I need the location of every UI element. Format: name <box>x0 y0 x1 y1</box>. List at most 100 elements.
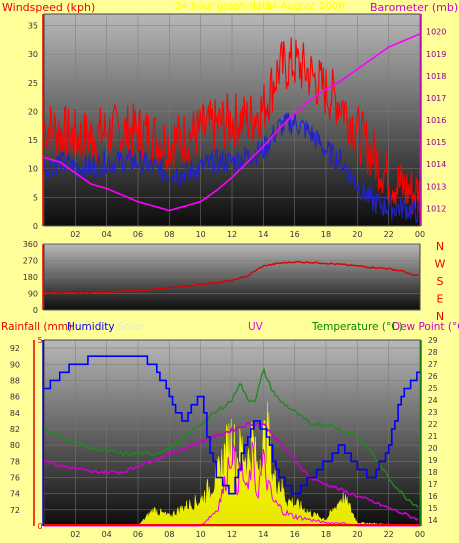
direction-tick: 90 <box>28 290 38 299</box>
rainfall-tick: 0 <box>37 522 42 531</box>
compass-letter: S <box>437 275 444 288</box>
humidity-label: Humidity <box>67 321 115 333</box>
barometer-tick: 1017 <box>426 94 446 103</box>
temperature-tick: 16 <box>428 492 438 501</box>
temperature-tick: 20 <box>428 444 438 453</box>
temperature-tick: 28 <box>428 348 438 357</box>
wind-time-tick: 06 <box>133 230 143 239</box>
temperature-tick: 14 <box>428 516 438 525</box>
climate-time-tick: 22 <box>384 530 394 539</box>
temperature-tick: 18 <box>428 468 438 477</box>
series-dewpoint <box>43 422 419 522</box>
humidity-tick: 88 <box>10 376 20 385</box>
humidity-tick: 90 <box>10 360 20 369</box>
humidity-tick: 78 <box>10 457 20 466</box>
rainfall-tick: 5 <box>37 336 42 345</box>
temperature-tick: 15 <box>428 504 438 513</box>
climate-series <box>43 355 420 527</box>
climate-time-tick: 14 <box>258 530 268 539</box>
climate-time-tick: 04 <box>102 530 112 539</box>
temperature-tick: 27 <box>428 360 438 369</box>
wind-time-tick: 18 <box>321 230 331 239</box>
climate-time-tick: 08 <box>164 530 174 539</box>
direction-tick: 0 <box>33 306 38 315</box>
barometer-tick: 1020 <box>426 28 446 37</box>
direction-grid <box>44 243 420 311</box>
temperature-axis: 14 15 16 17 18 19 20 21 22 23 24 25 26 27 28 29 <box>420 336 438 526</box>
series-humidity <box>44 355 420 495</box>
windspeed-tick: 10 <box>28 165 38 174</box>
windspeed-tick: 30 <box>28 50 38 59</box>
barometer-tick: 1016 <box>426 116 446 125</box>
direction-axis: 0 90 180 270 360 <box>23 240 44 315</box>
direction-tick: 180 <box>23 273 38 282</box>
temperature-tick: 19 <box>428 456 438 465</box>
temperature-tick: 23 <box>428 408 438 417</box>
wind-time-tick: 04 <box>102 230 112 239</box>
rainfall-label: Rainfall (mm) <box>1 321 72 333</box>
wind-time-tick: 12 <box>227 230 237 239</box>
climate-time-axis: 02 04 06 08 10 12 14 16 18 20 22 00 <box>70 530 425 539</box>
graph-date: 14 August 2006 <box>265 1 345 12</box>
humidity-tick: 86 <box>10 393 20 402</box>
wind-time-tick: 20 <box>352 230 362 239</box>
wind-time-tick: 22 <box>384 230 394 239</box>
windspeed-tick: 20 <box>28 107 38 116</box>
compass-letter: N <box>436 240 444 253</box>
barometer-tick: 1014 <box>426 160 446 169</box>
humidity-tick: 82 <box>10 425 20 434</box>
temperature-tick: 22 <box>428 420 438 429</box>
humidity-tick: 80 <box>10 441 20 450</box>
climate-time-tick: 00 <box>415 530 425 539</box>
humidity-tick: 72 <box>10 506 20 515</box>
climate-time-tick: 12 <box>227 530 237 539</box>
climate-time-tick: 18 <box>321 530 331 539</box>
direction-series <box>43 260 419 295</box>
wind-time-tick: 02 <box>70 230 80 239</box>
temperature-tick: 26 <box>428 372 438 381</box>
climate-time-tick: 20 <box>352 530 362 539</box>
humidity-tick: 74 <box>10 490 20 499</box>
windspeed-axis: 0 5 10 15 20 25 30 35 <box>28 14 44 231</box>
graph-title: 24 hour graph data <box>175 1 272 12</box>
wind-series <box>43 33 421 224</box>
series-wind <box>43 37 421 218</box>
solar-label: Solar <box>117 321 144 333</box>
windspeed-tick: 0 <box>33 222 38 231</box>
windspeed-tick: 15 <box>28 136 38 145</box>
temperature-tick: 24 <box>428 396 438 405</box>
barometer-tick: 1018 <box>426 72 446 81</box>
temperature-tick: 29 <box>428 336 438 345</box>
compass-letter: N <box>436 310 444 323</box>
compass-letter: E <box>437 293 444 306</box>
barometer-axis: 1012 1013 1014 1015 1016 1017 1018 1019 1020 <box>420 14 446 226</box>
windspeed-label: Windspeed (kph) <box>2 1 95 14</box>
wind-time-tick: 08 <box>164 230 174 239</box>
barometer-label: Barometer (mb) <box>370 1 458 14</box>
barometer-tick: 1019 <box>426 50 446 59</box>
temperature-tick: 17 <box>428 480 438 489</box>
wind-time-tick: 00 <box>415 230 425 239</box>
windspeed-tick: 25 <box>28 79 38 88</box>
barometer-tick: 1012 <box>426 204 446 213</box>
temperature-label: Temperature (°C) <box>311 321 403 333</box>
windspeed-tick: 35 <box>28 21 38 30</box>
dewpoint-label: Dew Point (°C) <box>392 321 459 333</box>
wind-time-tick: 14 <box>258 230 268 239</box>
climate-time-tick: 06 <box>133 530 143 539</box>
wind-time-tick: 10 <box>196 230 206 239</box>
temperature-tick: 25 <box>428 384 438 393</box>
humidity-tick: 76 <box>10 473 20 482</box>
compass-letter: W <box>435 258 446 271</box>
direction-tick: 270 <box>23 257 38 266</box>
climate-time-tick: 10 <box>196 530 206 539</box>
direction-tick: 360 <box>23 240 38 249</box>
temperature-tick: 21 <box>428 432 438 441</box>
barometer-tick: 1013 <box>426 182 446 191</box>
series-gust_avg <box>43 112 421 224</box>
